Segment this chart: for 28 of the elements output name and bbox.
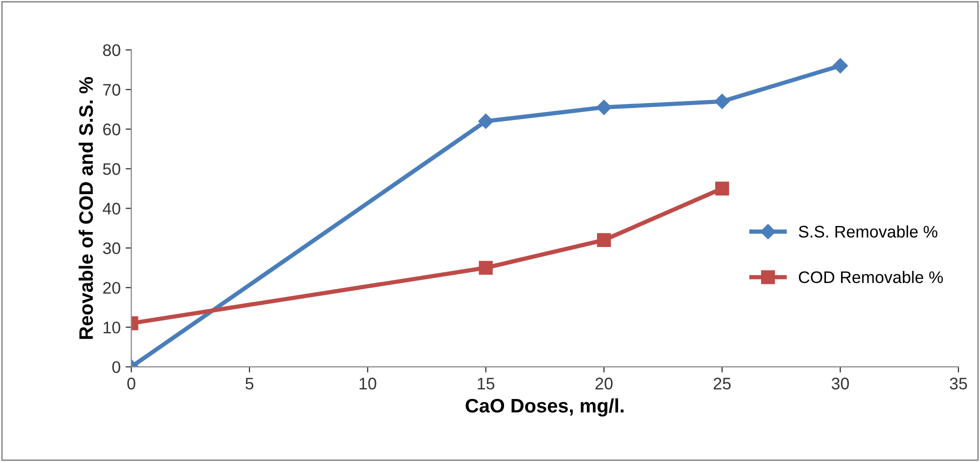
- y-tick-label: 50: [103, 163, 120, 175]
- y-tick-label: 0: [112, 361, 120, 374]
- x-tick-label: 15: [478, 378, 494, 390]
- point: [596, 100, 612, 115]
- point: [478, 260, 493, 275]
- point: [714, 94, 730, 109]
- y-tick-label: 80: [103, 44, 120, 56]
- y-tick-label: 10: [104, 322, 120, 334]
- legend-label: COD Removable %: [798, 270, 943, 284]
- point: [832, 58, 848, 74]
- legend-label: S.S. Removable %: [798, 225, 938, 238]
- x-tick-label: 5: [246, 378, 254, 390]
- x-tick-label: 35: [950, 378, 968, 390]
- y-tick-label: 70: [103, 84, 120, 96]
- y-tick-label: 30: [103, 242, 120, 254]
- x-axis-title: CaO Doses, mg/l.: [466, 398, 624, 417]
- y-tick-label: 60: [103, 124, 120, 136]
- y-tick-label: 20: [103, 282, 120, 294]
- y-axis-title: Reovable of COD and S.S. %: [78, 77, 93, 339]
- point: [597, 233, 611, 247]
- y-tick-label: 40: [102, 202, 120, 215]
- x-tick-label: 20: [596, 378, 613, 390]
- x-tick-label: 30: [832, 378, 849, 390]
- x-tick-label: 10: [360, 378, 376, 390]
- x-tick-label: 25: [714, 378, 731, 390]
- point: [478, 114, 494, 129]
- point: [715, 182, 730, 196]
- x-tick-label: 0: [127, 378, 136, 390]
